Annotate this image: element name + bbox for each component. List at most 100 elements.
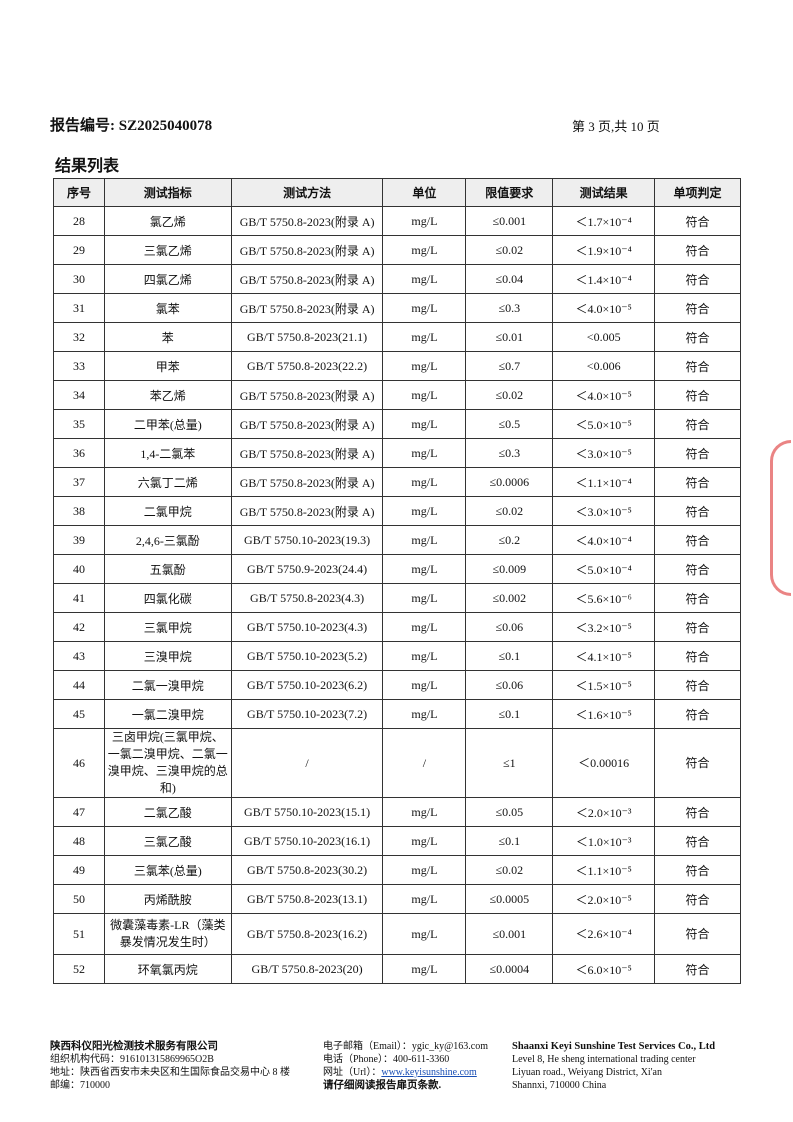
row-number-cell: 28 [53, 206, 105, 236]
table-row: 38 二氯甲烷 GB/T 5750.8-2023(附录 A) mg/L ≤0.02 ＜3.… [53, 496, 741, 526]
result-cell: ＜2.0×10⁻⁵ [552, 884, 656, 914]
test-method-cell: GB/T 5750.8-2023(22.2) [230, 351, 384, 381]
result-cell: ＜4.0×10⁻⁴ [552, 525, 656, 555]
table-row: 41 四氯化碳 GB/T 5750.8-2023(4.3) mg/L ≤0.002 ＜5.… [53, 583, 741, 613]
limit-cell: ≤0.02 [465, 496, 554, 526]
result-cell: <0.005 [552, 322, 656, 352]
test-item-cell: 微囊藻毒素-LR（藻类暴发情况发生时） [103, 913, 232, 955]
test-method-cell: GB/T 5750.8-2023(附录 A) [230, 496, 384, 526]
test-item-cell: 苯乙烯 [103, 380, 232, 410]
unit-cell: mg/L [382, 322, 467, 352]
row-number-cell: 51 [53, 913, 105, 955]
result-cell: ＜5.6×10⁻⁶ [552, 583, 656, 613]
table-row: 48 三氯乙酸 GB/T 5750.10-2023(16.1) mg/L ≤0.1 ＜1.… [53, 826, 741, 856]
judgement-cell: 符合 [654, 235, 741, 265]
report-number: 报告编号: SZ2025040078 [50, 118, 213, 134]
table-row: 30 四氯乙烯 GB/T 5750.8-2023(附录 A) mg/L ≤0.04 ＜1.… [53, 264, 741, 294]
test-item-cell: 四氯乙烯 [103, 264, 232, 294]
unit-cell: mg/L [382, 235, 467, 265]
row-number-cell: 52 [53, 954, 105, 984]
result-cell: ＜1.5×10⁻⁵ [552, 670, 656, 700]
column-header: 单项判定 [654, 178, 741, 207]
result-cell: ＜2.6×10⁻⁴ [552, 913, 656, 955]
judgement-cell: 符合 [654, 728, 741, 798]
judgement-cell: 符合 [654, 496, 741, 526]
limit-cell: ≤0.0004 [465, 954, 554, 984]
limit-cell: ≤0.04 [465, 264, 554, 294]
row-number-cell: 31 [53, 293, 105, 323]
row-number-cell: 44 [53, 670, 105, 700]
judgement-cell: 符合 [654, 351, 741, 381]
test-item-cell: 氯乙烯 [103, 206, 232, 236]
org-code: 组织机构代码：916101315869965O2B [50, 1054, 214, 1065]
unit-cell: mg/L [382, 409, 467, 439]
table-row: 47 二氯乙酸 GB/T 5750.10-2023(15.1) mg/L ≤0.05 ＜2… [53, 797, 741, 827]
judgement-cell: 符合 [654, 797, 741, 827]
unit-cell: mg/L [382, 913, 467, 955]
website-link[interactable]: www.keyisunshine.com [381, 1067, 477, 1078]
row-number-cell: 35 [53, 409, 105, 439]
table-row: 36 1,4-二氯苯 GB/T 5750.8-2023(附录 A) mg/L ≤0.3 ＜… [53, 438, 741, 468]
result-cell: ＜0.00016 [552, 728, 656, 798]
table-row: 35 二甲苯(总量) GB/T 5750.8-2023(附录 A) mg/L ≤0.5 ＜… [53, 409, 741, 439]
judgement-cell: 符合 [654, 954, 741, 984]
test-method-cell: GB/T 5750.8-2023(21.1) [230, 322, 384, 352]
test-item-cell: 二氯乙酸 [103, 797, 232, 827]
unit-cell: mg/L [382, 670, 467, 700]
judgement-cell: 符合 [654, 554, 741, 584]
unit-cell: mg/L [382, 583, 467, 613]
limit-cell: ≤0.02 [465, 855, 554, 885]
test-item-cell: 一氯二溴甲烷 [103, 699, 232, 729]
row-number-cell: 38 [53, 496, 105, 526]
test-item-cell: 二氯一溴甲烷 [103, 670, 232, 700]
judgement-cell: 符合 [654, 699, 741, 729]
unit-cell: mg/L [382, 293, 467, 323]
result-cell: ＜1.1×10⁻⁴ [552, 467, 656, 497]
red-seal-stamp [770, 440, 791, 596]
result-cell: ＜1.4×10⁻⁴ [552, 264, 656, 294]
row-number-cell: 41 [53, 583, 105, 613]
test-item-cell: 二氯甲烷 [103, 496, 232, 526]
test-item-cell: 氯苯 [103, 293, 232, 323]
limit-cell: ≤0.06 [465, 670, 554, 700]
table-row: 45 一氯二溴甲烷 GB/T 5750.10-2023(7.2) mg/L ≤0.1 ＜1… [53, 699, 741, 729]
unit-cell: mg/L [382, 525, 467, 555]
address-en-2: Liyuan road., Weiyang District, Xi'an [512, 1067, 662, 1078]
limit-cell: ≤0.2 [465, 525, 554, 555]
test-item-cell: 环氧氯丙烷 [103, 954, 232, 984]
test-item-cell: 三氯甲烷 [103, 612, 232, 642]
judgement-cell: 符合 [654, 264, 741, 294]
page-indicator: 第 3 页,共 10 页 [572, 119, 660, 134]
table-row: 34 苯乙烯 GB/T 5750.8-2023(附录 A) mg/L ≤0.02 ＜4.0… [53, 380, 741, 410]
test-method-cell: GB/T 5750.8-2023(4.3) [230, 583, 384, 613]
result-cell: ＜4.0×10⁻⁵ [552, 380, 656, 410]
column-header: 序号 [53, 178, 105, 207]
test-method-cell: GB/T 5750.8-2023(附录 A) [230, 438, 384, 468]
judgement-cell: 符合 [654, 525, 741, 555]
column-header: 测试指标 [103, 178, 232, 207]
table-row: 40 五氯酚 GB/T 5750.9-2023(24.4) mg/L ≤0.009 ＜5.… [53, 554, 741, 584]
judgement-cell: 符合 [654, 913, 741, 955]
table-row: 31 氯苯 GB/T 5750.8-2023(附录 A) mg/L ≤0.3 ＜4.0×1… [53, 293, 741, 323]
judgement-cell: 符合 [654, 438, 741, 468]
result-cell: ＜4.1×10⁻⁵ [552, 641, 656, 671]
result-cell: ＜3.2×10⁻⁵ [552, 612, 656, 642]
row-number-cell: 39 [53, 525, 105, 555]
limit-cell: ≤0.3 [465, 438, 554, 468]
limit-cell: ≤1 [465, 728, 554, 798]
table-header: 序号 测试指标 测试方法 单位 限值要求 测试结果 单项判定 [53, 178, 741, 207]
table-row: 49 三氯苯(总量) GB/T 5750.8-2023(30.2) mg/L ≤0.02… [53, 855, 741, 885]
row-number-cell: 48 [53, 826, 105, 856]
test-item-cell: 四氯化碳 [103, 583, 232, 613]
row-number-cell: 34 [53, 380, 105, 410]
test-item-cell: 2,4,6-三氯酚 [103, 525, 232, 555]
row-number-cell: 40 [53, 554, 105, 584]
test-item-cell: 三氯乙酸 [103, 826, 232, 856]
unit-cell: mg/L [382, 554, 467, 584]
table-row: 42 三氯甲烷 GB/T 5750.10-2023(4.3) mg/L ≤0.06 ＜3.… [53, 612, 741, 642]
test-item-cell: 三氯苯(总量) [103, 855, 232, 885]
address-en-1: Level 8, He sheng international trading … [512, 1054, 696, 1065]
row-number-cell: 36 [53, 438, 105, 468]
table-row: 32 苯 GB/T 5750.8-2023(21.1) mg/L ≤0.01 <0.005… [53, 322, 741, 352]
unit-cell: / [382, 728, 467, 798]
